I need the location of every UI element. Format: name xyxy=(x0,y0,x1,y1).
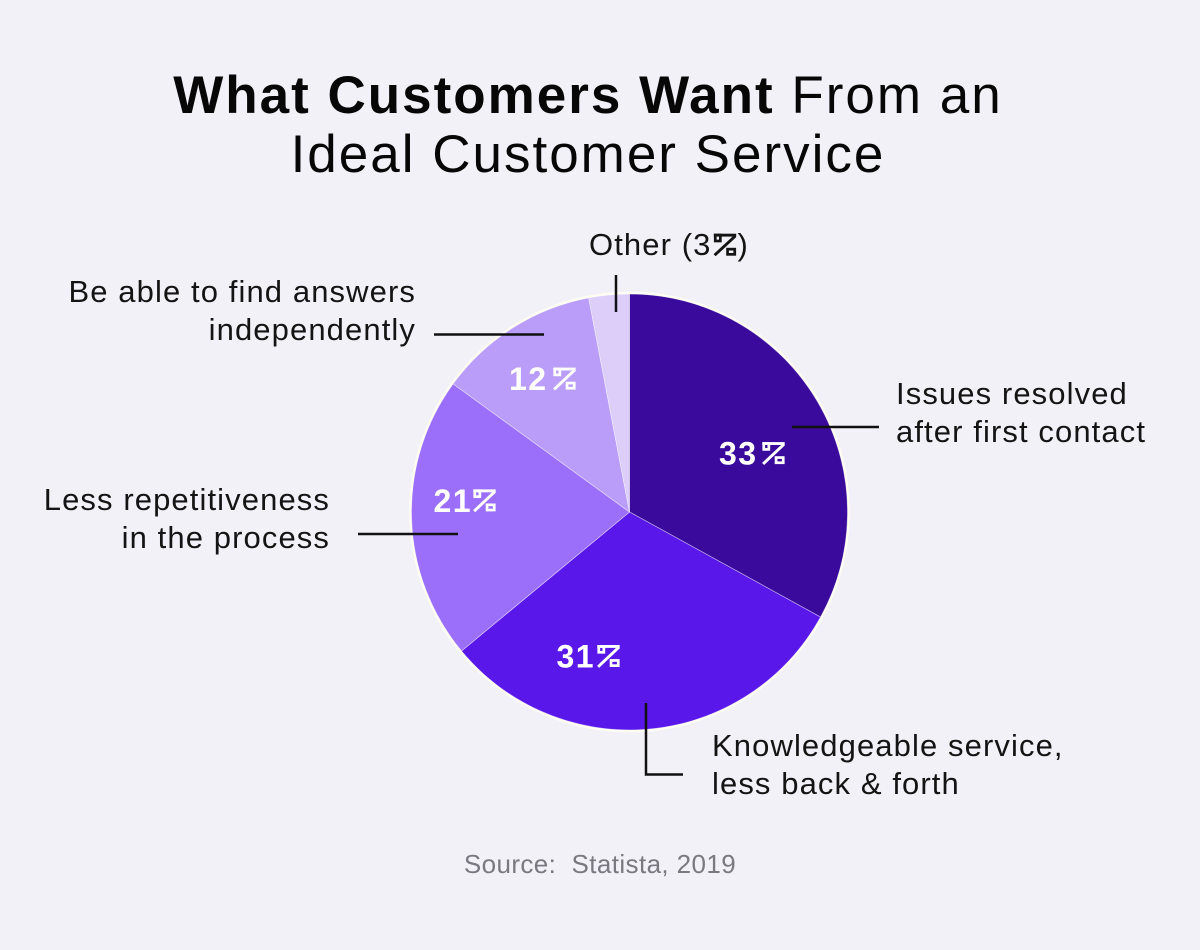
svg-text:21: 21 xyxy=(434,483,473,519)
svg-text:31: 31 xyxy=(557,638,596,674)
svg-text:33: 33 xyxy=(719,436,758,472)
svg-text:12: 12 xyxy=(509,361,548,397)
